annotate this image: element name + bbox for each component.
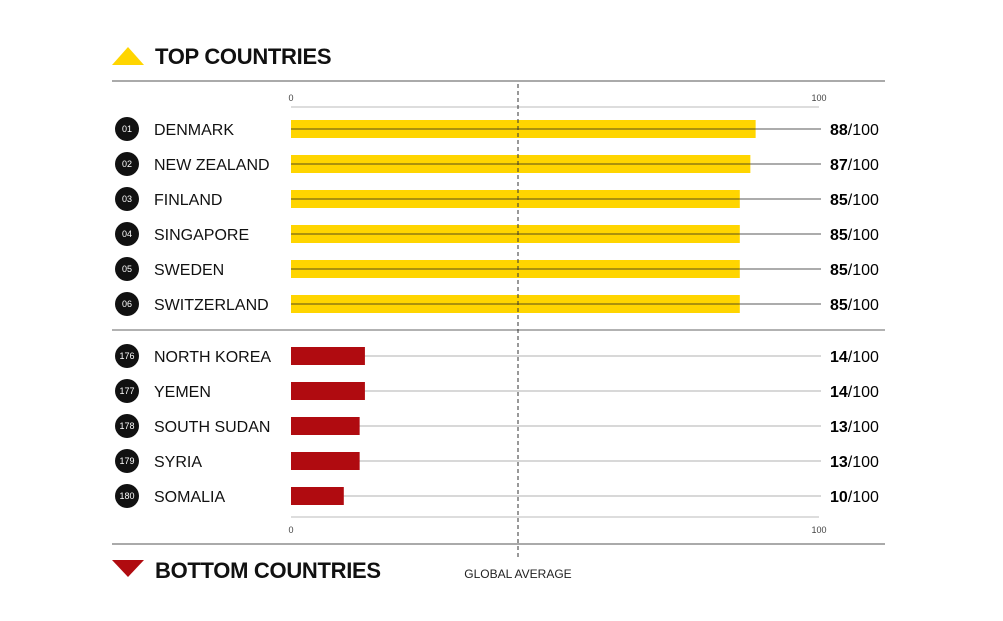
rank-label: 177	[119, 386, 134, 396]
score-value: 13	[830, 419, 848, 436]
rank-label: 05	[122, 264, 132, 274]
chart-row: 02 NEW ZEALAND 87/100	[115, 152, 879, 176]
score-label: 87/100	[830, 157, 879, 174]
score-suffix: /100	[848, 157, 879, 174]
country-label: SYRIA	[154, 454, 202, 471]
country-label: YEMEN	[154, 384, 211, 401]
rank-label: 03	[122, 194, 132, 204]
score-suffix: /100	[848, 262, 879, 279]
score-suffix: /100	[848, 489, 879, 506]
score-label: 10/100	[830, 489, 879, 506]
rank-badge	[115, 414, 139, 438]
chart-row: 04 SINGAPORE 85/100	[115, 222, 879, 246]
score-suffix: /100	[848, 122, 879, 139]
score-value: 13	[830, 454, 848, 471]
score-label: 14/100	[830, 384, 879, 401]
chart-row: 178 SOUTH SUDAN 13/100	[115, 414, 879, 438]
score-value: 85	[830, 227, 848, 244]
rank-label: 180	[119, 491, 134, 501]
score-label: 13/100	[830, 419, 879, 436]
rank-badge	[115, 449, 139, 473]
score-suffix: /100	[848, 192, 879, 209]
bar	[291, 382, 365, 400]
country-label: DENMARK	[154, 122, 234, 139]
top-axis-tick-min: 0	[288, 93, 293, 103]
score-value: 85	[830, 262, 848, 279]
rows-layer: 01 DENMARK 88/100 02 NEW ZEALAND 87/100 03 FINL…	[115, 117, 879, 508]
rank-label: 176	[119, 351, 134, 361]
score-label: 85/100	[830, 262, 879, 279]
chart-row: 177 YEMEN 14/100	[115, 379, 879, 403]
triangle-up-icon	[112, 47, 144, 65]
score-suffix: /100	[848, 384, 879, 401]
chart-row: 176 NORTH KOREA 14/100	[115, 344, 879, 368]
rank-badge	[115, 484, 139, 508]
rank-label: 179	[119, 456, 134, 466]
top-axis-tick-max: 100	[811, 93, 826, 103]
country-label: NEW ZEALAND	[154, 157, 270, 174]
score-label: 14/100	[830, 349, 879, 366]
score-value: 87	[830, 157, 848, 174]
rank-label: 04	[122, 229, 132, 239]
score-suffix: /100	[848, 419, 879, 436]
bar	[291, 487, 344, 505]
score-value: 85	[830, 297, 848, 314]
rank-badge	[115, 344, 139, 368]
score-value: 85	[830, 192, 848, 209]
score-label: 88/100	[830, 122, 879, 139]
rank-badge	[115, 187, 139, 211]
rank-label: 01	[122, 124, 132, 134]
score-suffix: /100	[848, 227, 879, 244]
score-value: 14	[830, 349, 848, 366]
chart-row: 06 SWITZERLAND 85/100	[115, 292, 879, 316]
bottom-countries-title: BOTTOM COUNTRIES	[155, 558, 381, 583]
country-label: NORTH KOREA	[154, 349, 271, 366]
rank-label: 06	[122, 299, 132, 309]
rank-badge	[115, 292, 139, 316]
top-countries-title: TOP COUNTRIES	[155, 44, 331, 69]
rank-badge	[115, 222, 139, 246]
rank-badge	[115, 379, 139, 403]
chart-row: 05 SWEDEN 85/100	[115, 257, 879, 281]
bottom-axis-tick-min: 0	[288, 525, 293, 535]
bar	[291, 417, 360, 435]
global-average-label: GLOBAL AVERAGE	[464, 567, 571, 581]
country-label: SINGAPORE	[154, 227, 249, 244]
country-label: SOMALIA	[154, 489, 225, 506]
bar	[291, 452, 360, 470]
bottom-axis-tick-max: 100	[811, 525, 826, 535]
score-suffix: /100	[848, 349, 879, 366]
score-value: 88	[830, 122, 848, 139]
chart-row: 180 SOMALIA 10/100	[115, 484, 879, 508]
score-label: 85/100	[830, 192, 879, 209]
country-label: SOUTH SUDAN	[154, 419, 270, 436]
score-label: 85/100	[830, 297, 879, 314]
score-suffix: /100	[848, 454, 879, 471]
score-value: 10	[830, 489, 848, 506]
rank-label: 178	[119, 421, 134, 431]
bar	[291, 347, 365, 365]
country-label: FINLAND	[154, 192, 222, 209]
country-label: SWEDEN	[154, 262, 224, 279]
score-suffix: /100	[848, 297, 879, 314]
rank-badge	[115, 117, 139, 141]
triangle-down-icon	[112, 560, 144, 577]
rank-badge	[115, 257, 139, 281]
score-value: 14	[830, 384, 848, 401]
chart-row: 01 DENMARK 88/100	[115, 117, 879, 141]
rank-label: 02	[122, 159, 132, 169]
chart-row: 03 FINLAND 85/100	[115, 187, 879, 211]
score-label: 13/100	[830, 454, 879, 471]
score-label: 85/100	[830, 227, 879, 244]
chart-row: 179 SYRIA 13/100	[115, 449, 879, 473]
rank-badge	[115, 152, 139, 176]
country-label: SWITZERLAND	[154, 297, 269, 314]
